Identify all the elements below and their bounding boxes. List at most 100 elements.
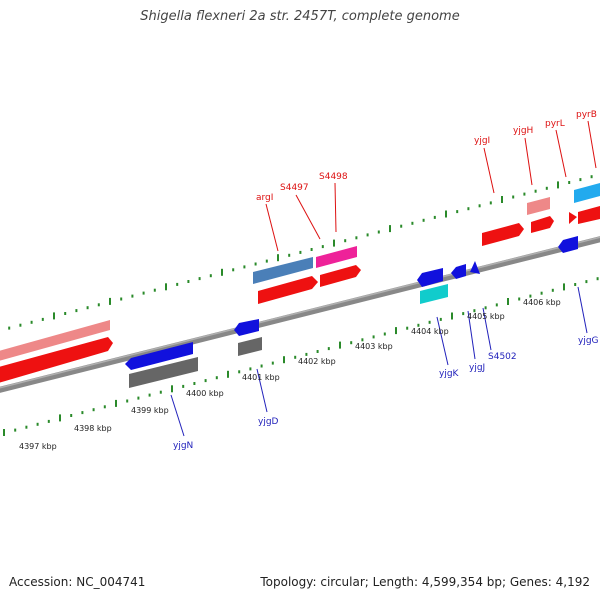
scale-tick-minor <box>14 428 17 432</box>
gene-label-S4497[interactable]: S4497 <box>280 183 309 193</box>
feature-red-left[interactable] <box>0 337 113 384</box>
scale-tick-minor <box>70 414 73 417</box>
gene-label-yjgG[interactable]: yjgG <box>578 336 599 346</box>
scale-tick-minor <box>579 178 582 182</box>
scale-tick-minor <box>97 303 100 307</box>
gene-label-S4502[interactable]: S4502 <box>488 352 517 362</box>
accession-text: Accession: NC_004741 <box>9 575 146 589</box>
scale-tick-major <box>115 399 117 407</box>
scale-tick-minor <box>350 341 353 345</box>
scale-tick-minor <box>294 355 297 359</box>
scale-tick-minor <box>523 192 526 196</box>
gene-label-yjgD[interactable]: yjgD <box>258 417 279 427</box>
feature-blue-S4502[interactable] <box>470 261 480 274</box>
scale-tick-minor <box>366 233 369 237</box>
scale-tick-minor <box>131 294 134 298</box>
scale-tick-minor <box>489 201 492 205</box>
gene-label-yjgH[interactable]: yjgH <box>513 126 533 136</box>
scale-tick-minor <box>344 239 347 243</box>
feature-blue-yjgK[interactable] <box>417 268 443 287</box>
feature-red-pyrL[interactable] <box>569 212 577 224</box>
scale-tick-minor <box>238 370 241 374</box>
scale-label: 4404 kbp <box>411 327 449 336</box>
scale-tick-minor <box>512 195 515 199</box>
scale-tick-minor <box>243 265 246 269</box>
scale-tick-minor <box>540 291 543 295</box>
gene-label-S4498[interactable]: S4498 <box>319 172 348 182</box>
scale-tick-minor <box>316 350 319 353</box>
feature-skyblue-pyrB[interactable] <box>574 183 600 203</box>
scale-label: 4400 kbp <box>186 389 224 398</box>
scale-tick-minor <box>400 224 403 228</box>
gene-label-yjgN[interactable]: yjgN <box>173 441 193 451</box>
scale-tick-minor <box>439 317 442 321</box>
genome-title: Shigella flexneri 2a str. 2457T, complet… <box>140 9 460 24</box>
scale-tick-major <box>395 327 397 335</box>
scale-tick-minor <box>545 186 548 190</box>
feature-blue-yjgD[interactable] <box>234 319 259 336</box>
scale-tick-minor <box>310 248 313 251</box>
feature-cyan-yjgK[interactable] <box>420 284 448 304</box>
feature-salmon-yjgH[interactable] <box>527 197 550 215</box>
scale-tick-minor <box>86 306 89 310</box>
feature-blue-yjgG[interactable] <box>558 236 578 253</box>
scale-tick-major <box>227 370 229 378</box>
gene-label-yjgJ[interactable]: yjgJ <box>469 363 485 373</box>
gene-label-yjgI[interactable]: yjgI <box>474 136 490 146</box>
scale-tick-major <box>221 268 223 276</box>
feature-blue-yjgN[interactable] <box>125 342 193 370</box>
scale-tick-minor <box>41 317 44 321</box>
top-label-connectors <box>265 120 597 252</box>
feature-blue-yjgJ[interactable] <box>451 264 466 279</box>
scale-tick-minor <box>355 236 358 240</box>
gene-label-pyrL[interactable]: pyrL <box>545 119 565 129</box>
feature-steelblue-argI[interactable] <box>253 257 313 284</box>
scale-label: 4403 kbp <box>355 342 393 351</box>
scale-tick-minor <box>473 309 476 313</box>
feature-red-argI[interactable] <box>258 276 318 304</box>
scale-label: 4398 kbp <box>74 424 112 433</box>
scale-label: 4402 kbp <box>298 357 336 366</box>
scale-tick-minor <box>148 393 151 397</box>
gene-label-yjgK[interactable]: yjgK <box>439 369 460 379</box>
scale-tick-major <box>171 385 173 393</box>
scale-tick-major <box>507 298 509 305</box>
scale-tick-major <box>3 429 5 436</box>
feature-salmon-left[interactable] <box>0 320 110 362</box>
scale-tick-minor <box>137 396 140 400</box>
scale-tick-major <box>445 210 447 218</box>
feature-gray-yjgN[interactable] <box>129 357 198 388</box>
scale-tick-minor <box>198 277 201 281</box>
scale-tick-major <box>53 312 55 320</box>
scale-tick-major <box>283 356 285 364</box>
genome-backbone <box>0 236 600 393</box>
upper-features <box>0 183 600 384</box>
scale-tick-minor <box>590 175 593 179</box>
scale-tick-minor <box>92 408 95 412</box>
scale-tick-minor <box>182 384 185 388</box>
gene-label-pyrB[interactable]: pyrB <box>576 110 597 120</box>
scale-tick-minor <box>36 422 39 426</box>
scale-tick-minor <box>433 215 436 219</box>
feature-red-yjgI[interactable] <box>482 223 524 246</box>
scale-tick-minor <box>30 320 33 324</box>
feature-red-pyrB[interactable] <box>578 206 600 224</box>
feature-red-S4498[interactable] <box>320 265 361 287</box>
feature-pink-S4498[interactable] <box>316 246 357 268</box>
genome-backbone-shade <box>0 236 600 389</box>
feature-red-yjgH[interactable] <box>531 216 554 233</box>
scale-tick-minor <box>495 303 498 307</box>
scale-tick-minor <box>47 419 50 423</box>
scale-tick-minor <box>271 361 274 365</box>
gene-label-argI[interactable]: argI <box>256 193 273 203</box>
scale-tick-minor <box>193 382 196 385</box>
feature-gray-yjgD[interactable] <box>238 337 262 356</box>
scale-tick-minor <box>361 338 364 342</box>
scale-label: 4397 kbp <box>19 442 57 451</box>
scale-tick-minor <box>568 181 571 184</box>
scale-label: 4406 kbp <box>523 298 561 307</box>
scale-tick-minor <box>19 323 22 327</box>
scale-tick-minor <box>428 320 431 324</box>
scale-tick-minor <box>209 274 212 278</box>
